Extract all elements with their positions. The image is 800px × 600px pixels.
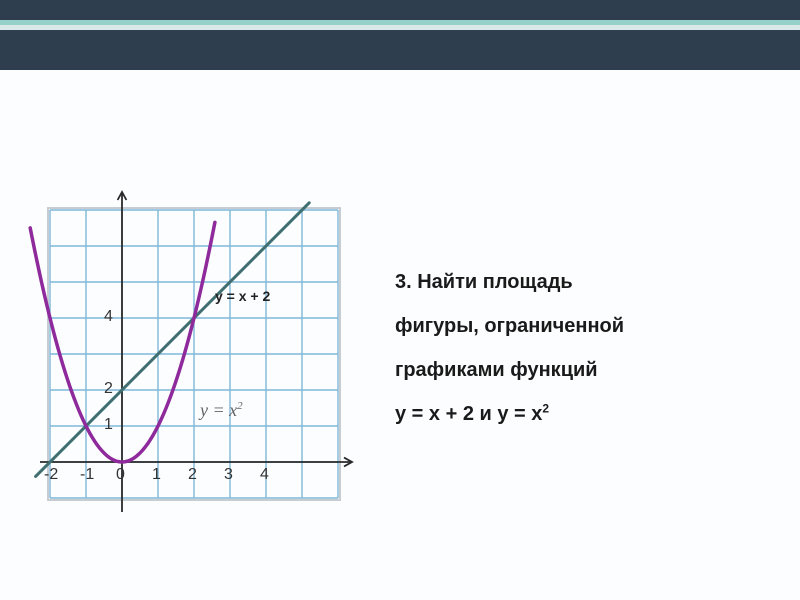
chart: -2-101234124 у = х + 2 y = x2 bbox=[50, 210, 350, 520]
y-tick-label: 2 bbox=[104, 380, 113, 398]
x-tick-label: -1 bbox=[80, 466, 94, 484]
parabola-label-base: y = x bbox=[200, 400, 237, 420]
chart-svg bbox=[20, 190, 380, 520]
problem-line-1: 3. Найти площадь bbox=[395, 260, 775, 304]
x-tick-label: 4 bbox=[260, 466, 269, 484]
problem-line-4: у = х + 2 и у = х2 bbox=[395, 392, 775, 436]
y-tick-label: 1 bbox=[104, 416, 113, 434]
x-tick-label: 2 bbox=[188, 466, 197, 484]
parabola-label-sup: 2 bbox=[237, 400, 243, 412]
header-stripe-2 bbox=[0, 25, 800, 30]
parabola-equation-label: y = x2 bbox=[200, 400, 243, 421]
y-tick-label: 4 bbox=[104, 308, 113, 326]
problem-line-3: графиками функций bbox=[395, 348, 775, 392]
problem-line-4-base: у = х + 2 и у = х bbox=[395, 403, 542, 425]
x-tick-label: 0 bbox=[116, 466, 125, 484]
problem-line-2: фигуры, ограниченной bbox=[395, 304, 775, 348]
slide-content: -2-101234124 у = х + 2 y = x2 3. Найти п… bbox=[0, 70, 800, 600]
slide-header bbox=[0, 0, 800, 70]
x-tick-label: -2 bbox=[44, 466, 58, 484]
x-tick-label: 3 bbox=[224, 466, 233, 484]
problem-statement: 3. Найти площадь фигуры, ограниченной гр… bbox=[395, 260, 775, 436]
x-tick-label: 1 bbox=[152, 466, 161, 484]
line-equation-label: у = х + 2 bbox=[215, 288, 270, 304]
problem-line-4-sup: 2 bbox=[542, 401, 549, 415]
